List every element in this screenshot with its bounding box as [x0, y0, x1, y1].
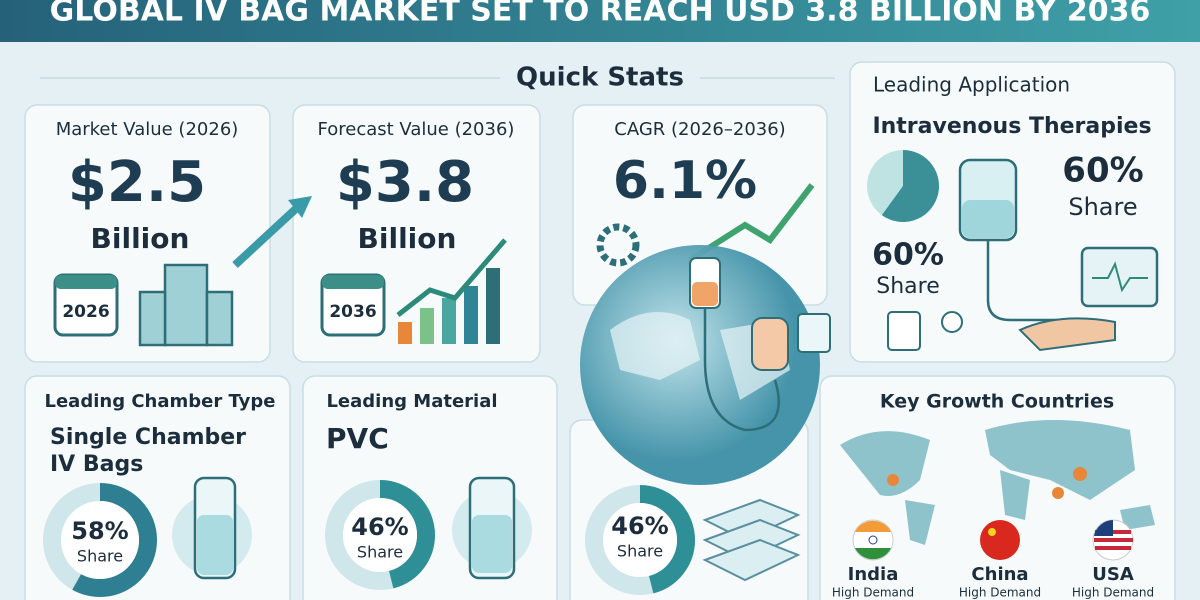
card-label: Leading Chamber Type — [45, 391, 276, 412]
calendar-top — [55, 275, 117, 289]
nurse-icon — [941, 311, 963, 333]
clipboard-icon — [887, 311, 921, 351]
share-value: 60% — [872, 238, 944, 273]
globe — [580, 245, 820, 485]
map-pin — [1073, 467, 1087, 481]
card-name: IV Bags — [50, 452, 143, 477]
donut-segment — [43, 483, 157, 597]
title: GLOBAL IV BAG MARKET SET TO REACH USD 3.… — [50, 0, 1151, 29]
country-note: High Demand — [832, 586, 914, 600]
country-note: High Demand — [959, 586, 1041, 600]
banner — [0, 0, 1200, 42]
share-text: Share — [876, 274, 940, 299]
globe-land — [610, 312, 790, 400]
card-name: Intravenous Therapies — [872, 114, 1151, 139]
donut-segment — [325, 480, 435, 590]
monitor-icon — [797, 313, 831, 353]
share-value: 46% — [351, 513, 408, 541]
stat-value: 6.1% — [613, 151, 757, 211]
share-text: Share — [617, 542, 663, 561]
card-label: Forecast Value (2036) — [318, 119, 515, 140]
iv-line — [703, 308, 780, 432]
calendar-year: 2036 — [329, 302, 376, 322]
card-label: Key Growth Countries — [880, 391, 1114, 413]
gear-icon — [596, 223, 640, 267]
share-value: 46% — [611, 512, 668, 540]
share-value: 58% — [71, 517, 128, 545]
flag-india — [852, 519, 894, 561]
donut-segment — [585, 485, 695, 595]
country-name: India — [848, 564, 899, 585]
growth-icon — [396, 238, 507, 344]
card-name: Single Chamber — [50, 425, 246, 450]
pie-slice — [881, 150, 939, 222]
card-label: CAGR (2026–2036) — [614, 119, 785, 140]
iv-bag-icon — [958, 158, 1159, 352]
map-pin — [887, 474, 899, 486]
donut-hole — [343, 498, 417, 572]
share-text: Share — [357, 543, 403, 562]
card-label: Leading Application — [873, 73, 1070, 97]
sheets-icon — [702, 498, 801, 582]
card-label: Leading Material — [326, 391, 497, 412]
iv-fluid — [692, 282, 718, 306]
stat-unit: Billion — [91, 222, 190, 255]
calendar-year: 2026 — [62, 302, 109, 322]
arm-icon — [751, 317, 789, 371]
card-name: PVC — [326, 422, 389, 455]
arrow — [232, 202, 303, 268]
iv-fluid — [197, 515, 233, 575]
stat-value: $3.8 — [336, 150, 474, 215]
stat-unit: Billion — [358, 222, 457, 255]
country-name: China — [971, 564, 1028, 585]
building-icon — [138, 263, 234, 347]
flag-china — [980, 520, 1020, 560]
donut-hole — [61, 501, 139, 579]
donut-hole — [603, 503, 677, 577]
flag-usa — [1092, 519, 1134, 561]
share-text: Share — [77, 547, 123, 566]
country-note: High Demand — [1072, 586, 1154, 600]
country-name: USA — [1092, 564, 1134, 585]
share-value: 60% — [1062, 151, 1143, 191]
world-map — [840, 420, 1155, 545]
iv-fluid — [472, 515, 512, 573]
share-text: Share — [1068, 193, 1137, 221]
card-label: Market Value (2026) — [56, 119, 239, 140]
trend-arrow — [688, 183, 815, 263]
calendar-top — [322, 275, 384, 289]
arrow-head — [288, 196, 312, 218]
section-title: Quick Stats — [516, 63, 684, 93]
stat-value: $2.5 — [68, 150, 206, 215]
map-pin — [1052, 487, 1064, 499]
